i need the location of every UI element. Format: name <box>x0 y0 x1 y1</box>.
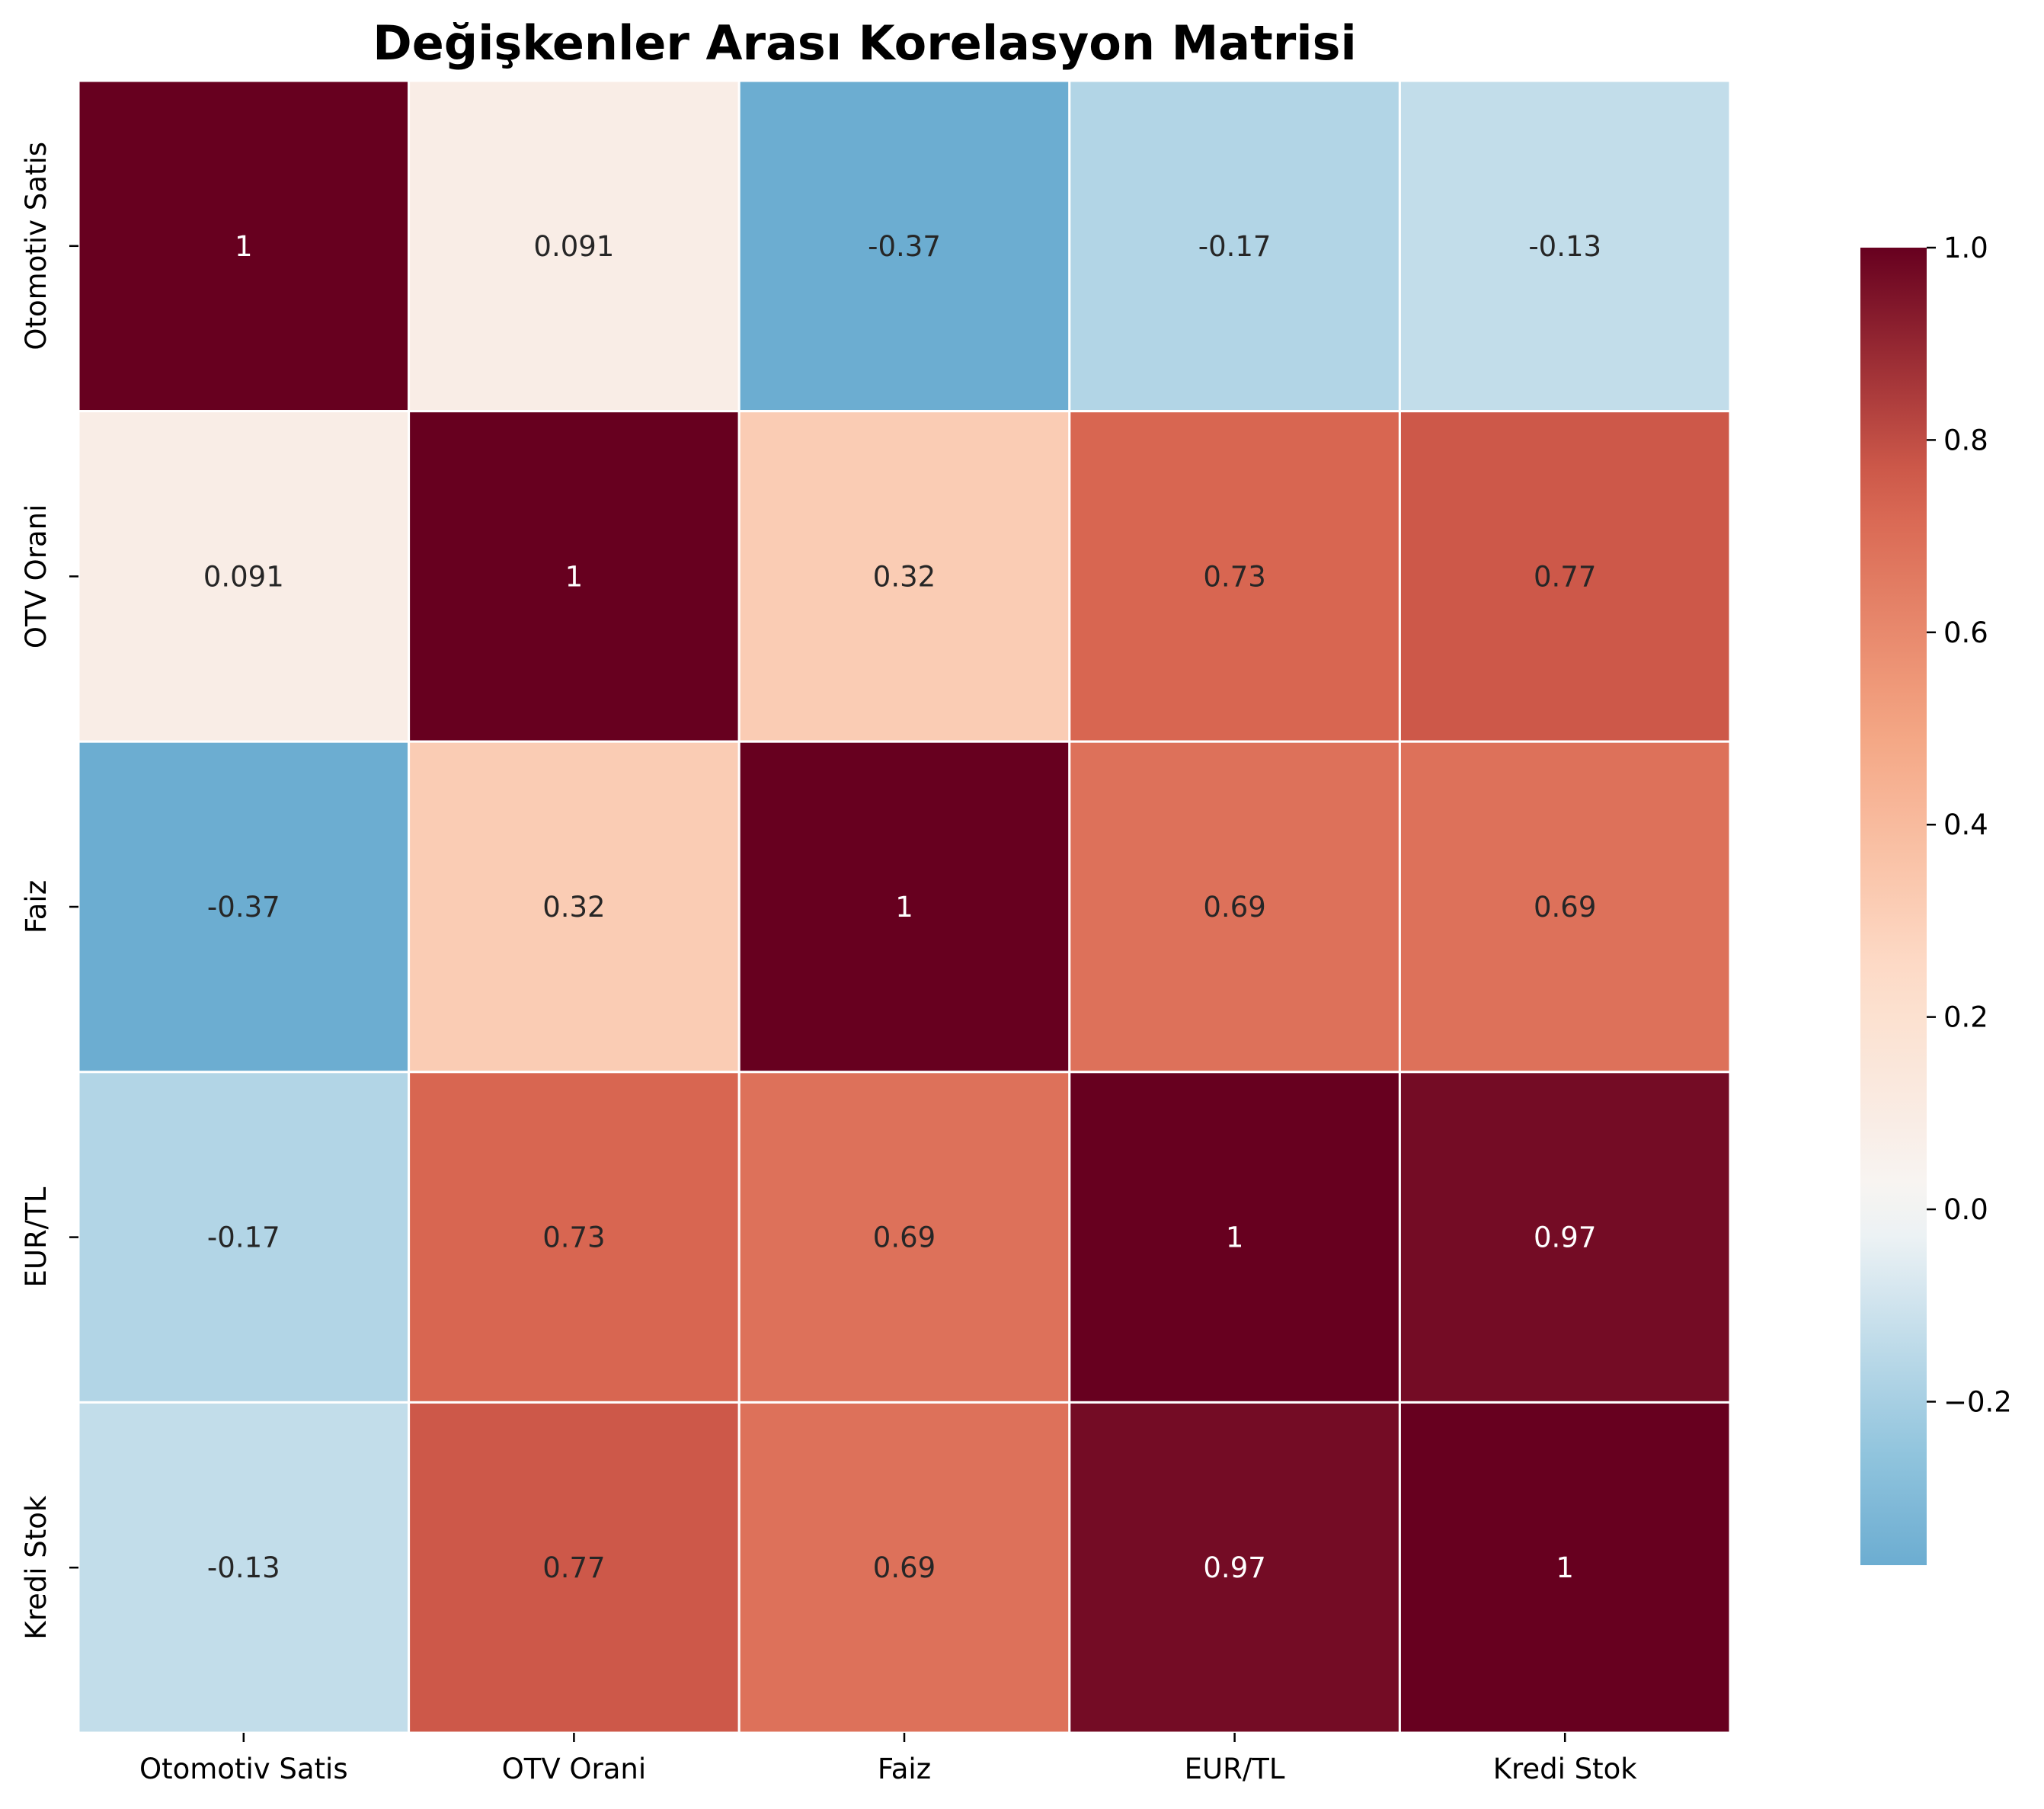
colorbar: 1.0 0.8 0.6 0.4 0.2 0.0 −0.2 <box>1860 232 2012 1565</box>
x-tick-label: EUR/TL <box>1185 1753 1285 1785</box>
heatmap-cell <box>737 740 1071 1074</box>
cell-value-label: 1 <box>1556 1551 1574 1584</box>
colorbar-tick-label: 1.0 <box>1943 232 1988 264</box>
cell-value-label: 1 <box>235 230 253 263</box>
heatmap-cell <box>1068 740 1401 1074</box>
heatmap-cell <box>408 1401 741 1734</box>
cell-value-label: 0.091 <box>203 560 284 593</box>
heatmap-cell <box>737 1401 1071 1734</box>
x-tick-label: Faiz <box>878 1753 931 1785</box>
cell-value-label: 0.97 <box>1203 1551 1265 1584</box>
y-tick-label: Otomotiv Satis <box>20 142 53 351</box>
colorbar-tick-label: 0.8 <box>1943 424 1988 456</box>
heatmap-cell <box>1398 410 1732 743</box>
cell-value-label: 0.73 <box>1203 560 1265 593</box>
colorbar-gradient <box>1860 248 1927 1565</box>
x-tick-label: Kredi Stok <box>1493 1753 1638 1785</box>
heatmap-cell <box>408 79 741 413</box>
heatmap-cell <box>737 1071 1071 1404</box>
heatmap-cell <box>77 79 411 413</box>
y-axis: Otomotiv Satis OTV Orani Faiz EUR/TL Kredi S… <box>20 142 78 1640</box>
heatmap-cell <box>1398 1071 1732 1404</box>
x-tick-label: OTV Orani <box>502 1753 647 1785</box>
cell-value-label: 0.32 <box>542 891 605 924</box>
heatmap-cell <box>408 740 741 1074</box>
cell-value-label: 1 <box>895 891 913 924</box>
colorbar-tick-label: 0.2 <box>1943 1001 1988 1034</box>
heatmap-cell <box>737 410 1071 743</box>
cell-value-label: -0.37 <box>207 891 280 924</box>
cell-value-label: 0.97 <box>1534 1221 1596 1254</box>
heatmap-cell <box>77 1071 411 1404</box>
cell-value-label: 0.69 <box>1203 891 1265 924</box>
cell-value-label: -0.17 <box>1198 230 1272 263</box>
cell-value-label: 0.091 <box>533 230 614 263</box>
heatmap-cells: 1 0.091 -0.37 -0.17 -0.13 0.091 1 0.32 0.73 0.77 -… <box>77 79 1732 1734</box>
y-tick-label: Faiz <box>20 880 53 933</box>
cell-value-label: 0.69 <box>1534 891 1596 924</box>
cell-value-label: 0.32 <box>873 560 936 593</box>
heatmap-cell <box>1398 740 1732 1074</box>
colorbar-tick-label: 0.4 <box>1943 808 1988 841</box>
y-tick-label: Kredi Stok <box>20 1495 53 1640</box>
x-axis: Otomotiv Satis OTV Orani Faiz EUR/TL Kredi S… <box>139 1733 1637 1785</box>
cell-value-label: 0.77 <box>1534 560 1596 593</box>
cell-value-label: 0.77 <box>542 1551 605 1584</box>
heatmap-cell <box>1068 1071 1401 1404</box>
cell-value-label: 0.69 <box>873 1551 936 1584</box>
heatmap-cell <box>1068 410 1401 743</box>
heatmap-cell <box>1398 1401 1732 1734</box>
y-tick-label: EUR/TL <box>20 1186 53 1287</box>
heatmap-cell <box>1068 1401 1401 1734</box>
heatmap-cell <box>737 79 1071 413</box>
cell-value-label: 1 <box>565 560 584 593</box>
heatmap-cell <box>408 1071 741 1404</box>
cell-value-label: 1 <box>1226 1221 1244 1254</box>
heatmap-cell <box>77 1401 411 1734</box>
heatmap-cell <box>408 410 741 743</box>
cell-value-label: -0.37 <box>868 230 941 263</box>
colorbar-tick-label: 0.6 <box>1943 616 1988 649</box>
chart-title: Değişkenler Arası Korelasyon Matrisi <box>373 15 1356 71</box>
colorbar-tick-label: −0.2 <box>1943 1385 2012 1418</box>
heatmap-cell <box>1068 79 1401 413</box>
cell-value-label: 0.73 <box>542 1221 605 1254</box>
cell-value-label: -0.13 <box>1528 230 1601 263</box>
cell-value-label: 0.69 <box>873 1221 936 1254</box>
x-tick-label: Otomotiv Satis <box>139 1753 348 1785</box>
y-tick-label: OTV Orani <box>20 504 53 649</box>
cell-value-label: -0.13 <box>207 1551 280 1584</box>
cell-value-label: -0.17 <box>207 1221 280 1254</box>
colorbar-tick-label: 0.0 <box>1943 1193 1988 1226</box>
